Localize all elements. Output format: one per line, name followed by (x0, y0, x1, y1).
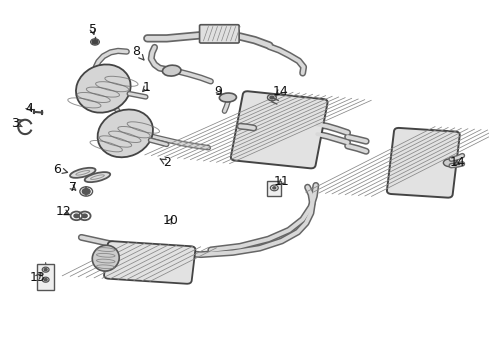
Ellipse shape (443, 159, 457, 167)
Ellipse shape (92, 245, 119, 271)
Text: 4: 4 (25, 102, 33, 115)
Text: 7: 7 (69, 181, 77, 194)
Circle shape (44, 279, 47, 281)
Circle shape (270, 96, 274, 99)
Text: 1: 1 (143, 81, 150, 94)
FancyBboxPatch shape (199, 25, 239, 43)
Text: 12: 12 (55, 205, 71, 218)
Text: 9: 9 (214, 85, 222, 98)
Circle shape (74, 214, 79, 218)
Text: 5: 5 (89, 23, 97, 36)
Ellipse shape (163, 65, 181, 76)
Text: 14: 14 (450, 156, 465, 169)
Circle shape (92, 40, 98, 44)
Text: 13: 13 (29, 271, 45, 284)
Ellipse shape (85, 172, 110, 182)
Text: 11: 11 (274, 175, 290, 188)
Circle shape (273, 187, 276, 189)
Bar (37, 264, 54, 291)
Circle shape (82, 189, 90, 194)
Text: 10: 10 (163, 214, 179, 227)
FancyBboxPatch shape (231, 91, 328, 168)
FancyBboxPatch shape (387, 128, 460, 198)
Bar (268, 181, 281, 196)
Text: 8: 8 (132, 45, 144, 60)
Ellipse shape (70, 168, 96, 178)
Ellipse shape (76, 64, 131, 113)
Text: 3: 3 (11, 117, 22, 130)
Text: 6: 6 (53, 163, 68, 176)
Text: 14: 14 (272, 85, 288, 98)
Ellipse shape (220, 93, 237, 102)
Circle shape (44, 269, 47, 271)
FancyBboxPatch shape (104, 241, 196, 284)
Text: 2: 2 (160, 156, 171, 169)
Ellipse shape (98, 109, 153, 157)
Circle shape (82, 214, 87, 218)
